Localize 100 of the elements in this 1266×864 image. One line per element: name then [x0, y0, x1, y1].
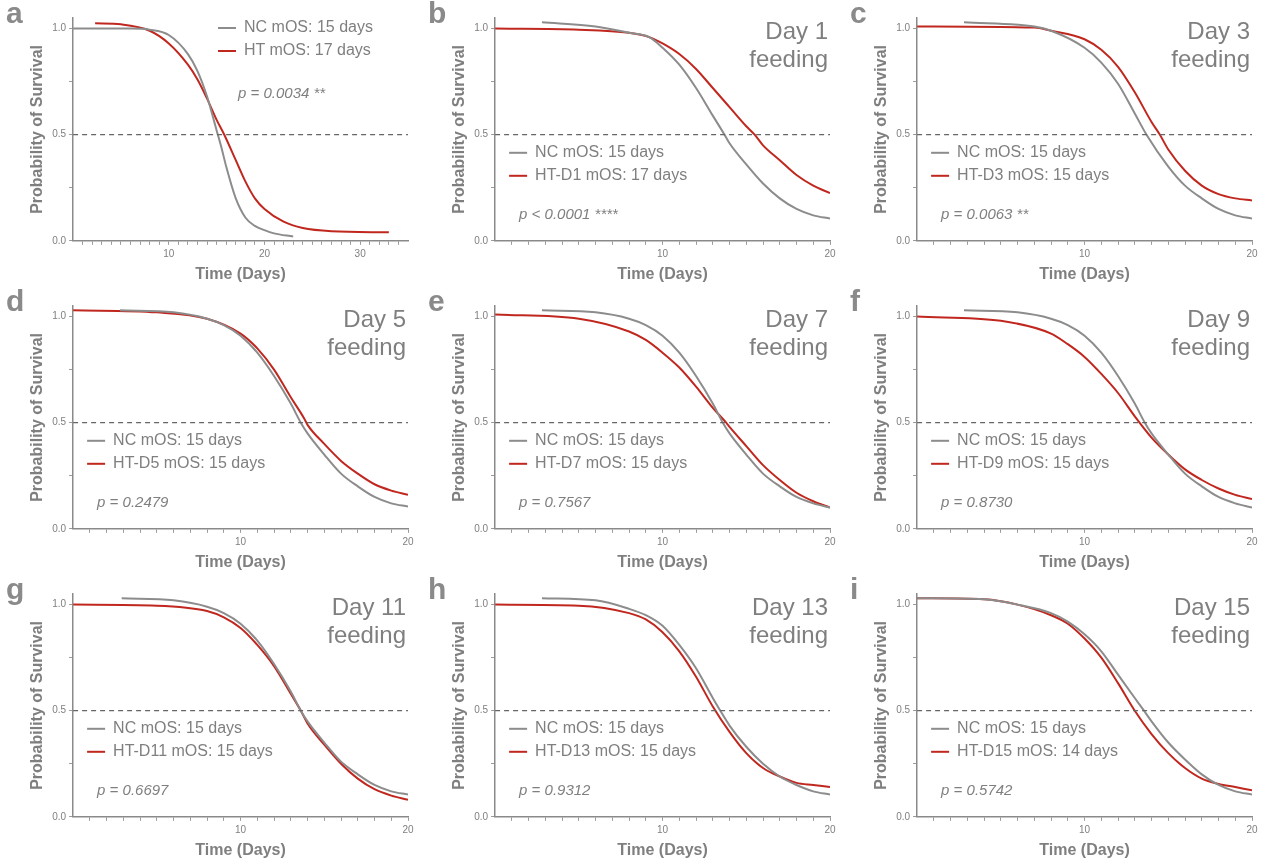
x-tick-label: 10 [656, 535, 669, 547]
line-series [73, 309, 408, 496]
x-tick-label: 10 [1078, 823, 1091, 835]
legend-label: NC mOS: 15 days [957, 143, 1087, 161]
y-tick-label: 1.0 [52, 310, 67, 322]
x-axis-title: Time (Days) [195, 840, 286, 858]
x-axis-title: Time (Days) [1039, 840, 1130, 858]
legend-label: NC mOS: 15 days [535, 431, 665, 449]
x-axis-title: Time (Days) [1039, 264, 1130, 282]
x-tick-label: 20 [1246, 823, 1258, 835]
x-axis-title: Time (Days) [617, 552, 708, 570]
y-axis-title: Probability of Survival [450, 44, 468, 214]
y-tick-label: 1.0 [896, 598, 911, 610]
x-axis-title: Time (Days) [195, 552, 286, 570]
y-tick-label: 1.0 [474, 598, 489, 610]
y-axis-title: Probability of Survival [872, 44, 890, 214]
annotation: p < 0.0001 **** [518, 204, 620, 222]
x-tick-label: 20 [1246, 535, 1258, 547]
x-axis-title: Time (Days) [195, 264, 286, 282]
legend-label: HT mOS: 17 days [244, 41, 371, 59]
annotation: p = 0.2479 [96, 492, 170, 510]
annotation: Day 7 feeding [749, 304, 828, 360]
y-axis-title: Probability of Survival [450, 620, 468, 790]
legend-label: HT-D9 mOS: 15 days [957, 454, 1110, 472]
legend-label: HT-D7 mOS: 15 days [535, 454, 688, 472]
y-tick-label: 0.5 [474, 704, 489, 716]
annotation: Day 15 feeding [1171, 592, 1250, 648]
line-series [94, 22, 390, 234]
legend-label: NC mOS: 15 days [535, 143, 665, 161]
legend-label: HT-D1 mOS: 17 days [535, 166, 688, 184]
annotation: Day 9 feeding [1171, 304, 1250, 360]
legend-label: NC mOS: 15 days [535, 719, 665, 737]
y-tick-label: 0.0 [52, 234, 67, 246]
x-tick-label: 20 [402, 535, 414, 547]
legend-label: HT-D13 mOS: 15 days [535, 742, 697, 760]
y-tick-label: 1.0 [896, 22, 911, 34]
y-tick-label: 0.5 [474, 128, 489, 140]
chart-title: h [428, 572, 447, 606]
x-tick-label: 10 [234, 823, 247, 835]
annotation: Day 13 feeding [749, 592, 828, 648]
annotation: Day 5 feeding [327, 304, 406, 360]
x-tick-label: 10 [656, 823, 669, 835]
chart-title: d [6, 284, 25, 318]
chart-title: e [428, 284, 445, 318]
y-axis-title: Probability of Survival [872, 332, 890, 502]
annotation: Day 11 feeding [327, 592, 406, 648]
y-tick-label: 1.0 [52, 598, 67, 610]
x-tick-label: 20 [824, 823, 836, 835]
chart-title: b [428, 0, 447, 30]
y-tick-label: 0.0 [52, 810, 67, 822]
y-tick-label: 0.5 [474, 416, 489, 428]
x-tick-label: 10 [1078, 247, 1091, 259]
x-tick-label: 20 [1246, 247, 1258, 259]
chart-title: f [850, 284, 861, 318]
y-tick-label: 0.0 [474, 522, 489, 534]
y-tick-label: 0.5 [52, 416, 67, 428]
legend-label: NC mOS: 15 days [957, 719, 1087, 737]
x-tick-label: 20 [402, 823, 414, 835]
y-axis-title: Probability of Survival [28, 44, 46, 214]
y-axis-title: Probability of Survival [28, 620, 46, 790]
x-tick-label: 10 [1078, 535, 1091, 547]
y-tick-label: 0.5 [52, 128, 67, 140]
annotation: p = 0.7567 [518, 492, 592, 510]
chart-title: c [850, 0, 867, 30]
x-tick-label: 30 [354, 247, 367, 259]
y-tick-label: 0.0 [474, 234, 489, 246]
y-tick-label: 1.0 [474, 310, 489, 322]
legend-label: HT-D15 mOS: 14 days [957, 742, 1119, 760]
x-tick-label: 20 [824, 247, 836, 259]
y-axis-title: Probability of Survival [450, 332, 468, 502]
y-tick-label: 0.0 [896, 810, 911, 822]
annotation: p = 0.5742 [940, 780, 1014, 798]
legend-label: HT-D3 mOS: 15 days [957, 166, 1110, 184]
x-tick-label: 20 [824, 535, 836, 547]
x-axis-title: Time (Days) [617, 840, 708, 858]
chart-title: i [850, 572, 859, 606]
chart-title: a [6, 0, 23, 30]
x-tick-label: 10 [234, 535, 247, 547]
y-tick-label: 0.0 [474, 810, 489, 822]
x-tick-label: 20 [258, 247, 271, 259]
annotation: p = 0.8730 [940, 492, 1014, 510]
annotation: p = 0.0063 ** [940, 204, 1030, 222]
x-axis-title: Time (Days) [1039, 552, 1130, 570]
y-tick-label: 0.0 [896, 522, 911, 534]
legend-label: NC mOS: 15 days [113, 431, 243, 449]
chart-title: g [6, 572, 25, 606]
y-tick-label: 0.0 [52, 522, 67, 534]
y-axis-title: Probability of Survival [872, 620, 890, 790]
y-tick-label: 0.0 [896, 234, 911, 246]
y-tick-label: 1.0 [52, 22, 67, 34]
y-axis-title: Probability of Survival [28, 332, 46, 502]
legend-label: NC mOS: 15 days [244, 18, 373, 36]
y-tick-label: 1.0 [896, 310, 911, 322]
y-tick-label: 0.5 [896, 128, 911, 140]
y-tick-label: 0.5 [896, 704, 911, 716]
annotation: Day 3 feeding [1171, 16, 1250, 72]
annotation: p = 0.9312 [518, 780, 592, 798]
annotation: p = 0.6697 [96, 780, 170, 798]
y-tick-label: 0.5 [896, 416, 911, 428]
annotation: p = 0.0034 ** [237, 84, 327, 102]
